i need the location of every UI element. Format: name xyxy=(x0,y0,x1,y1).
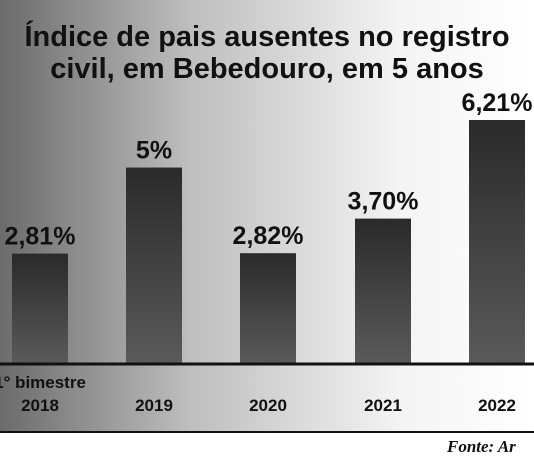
value-label-0: 2,81% xyxy=(5,223,76,251)
value-label-3: 3,70% xyxy=(348,188,419,216)
bar-3 xyxy=(355,218,411,364)
chart-title-line-2: civil, em Bebedouro, em 5 anos xyxy=(50,53,484,85)
value-label-2: 2,82% xyxy=(233,222,304,250)
bar-4 xyxy=(469,120,525,364)
category-label-3: 2021 xyxy=(364,396,402,415)
category-label-1: 2019 xyxy=(135,396,173,415)
source-note: Fonte: Ar xyxy=(446,437,516,456)
value-label-1: 5% xyxy=(136,137,172,165)
value-label-4: 6,21% xyxy=(462,89,533,117)
category-label-4: 2022 xyxy=(478,396,516,415)
chart-title-line-1: Índice de pais ausentes no registro xyxy=(24,19,509,53)
category-label-0-line-0: 1° bimestre xyxy=(0,373,86,392)
bar-0 xyxy=(12,253,68,364)
category-label-2: 2020 xyxy=(249,396,287,415)
bar-2 xyxy=(240,253,296,364)
bar-1 xyxy=(126,167,182,364)
category-label-0-line-1: 2018 xyxy=(21,396,59,415)
category-labels: 1° bimestre 2018 2019 2020 2021 2022 xyxy=(0,373,516,415)
bars-group: 2,81% 5% 2,82% 3,70% 6,21% xyxy=(5,89,533,364)
